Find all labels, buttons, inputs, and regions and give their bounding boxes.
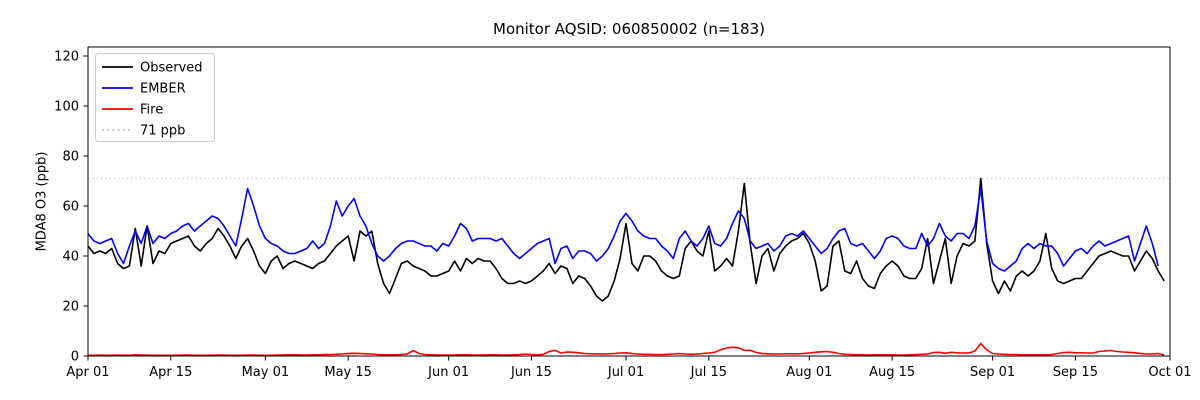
legend-label: Fire [140,103,163,118]
y-tick-label: 40 [62,250,79,265]
x-tick-label: Sep 15 [1053,365,1098,380]
y-tick-label: 80 [62,150,79,165]
x-tick-label: May 15 [324,365,372,380]
x-tick-label: May 01 [242,365,290,380]
legend-box [95,53,215,142]
x-tick-label: Apr 01 [66,365,109,380]
legend-label: Observed [140,61,203,76]
y-tick-label: 0 [71,350,79,365]
y-tick-label: 120 [54,50,79,65]
x-tick-label: Oct 01 [1148,365,1191,380]
x-tick-label: Aug 15 [869,365,915,380]
y-tick-label: 100 [54,100,79,115]
legend-label: EMBER [140,82,186,97]
series-line-observed [87,177,1165,302]
chart-title: Monitor AQSID: 060850002 (n=183) [493,20,765,38]
x-tick-label: Jun 01 [427,365,469,380]
series-line-fire [88,342,1165,357]
x-tick-label: Apr 15 [149,365,192,380]
series-line-ember [87,187,1159,272]
y-tick-label: 20 [62,300,79,315]
x-tick-label: Aug 01 [786,365,832,380]
axes-spines [87,46,1171,357]
x-tick-label: Sep 01 [970,365,1015,380]
x-tick-label: Jun 15 [510,365,552,380]
legend-label: 71 ppb [140,124,185,139]
y-tick-label: 60 [62,200,79,215]
x-tick-label: Jul 01 [607,365,644,380]
x-tick-label: Jul 15 [690,365,727,380]
